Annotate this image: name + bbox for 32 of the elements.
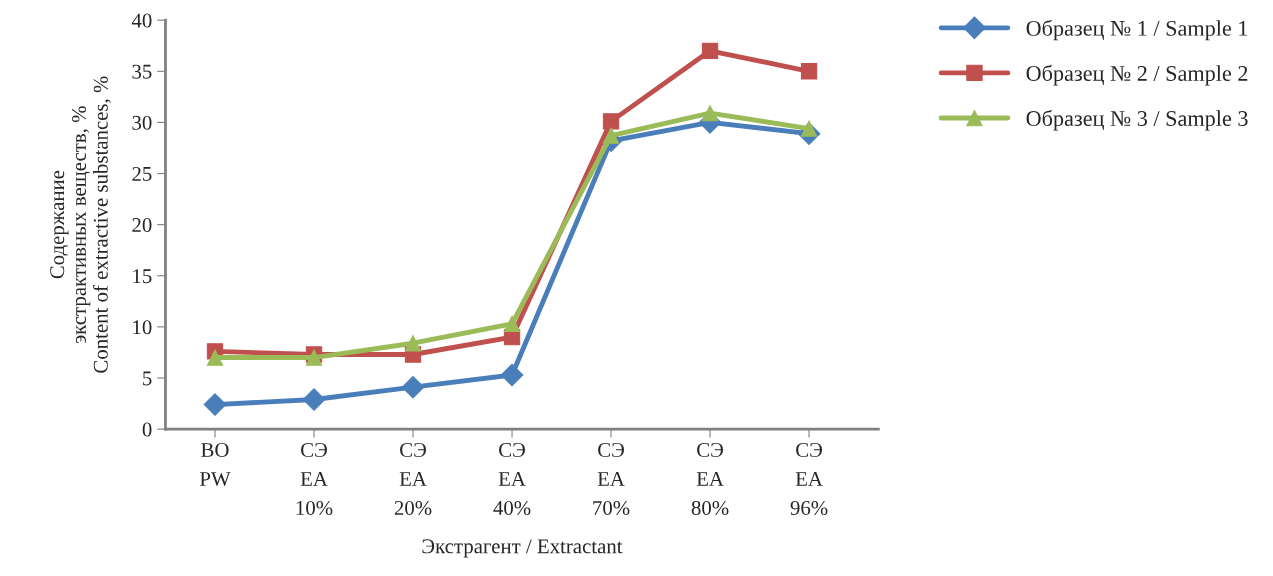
point [503, 315, 521, 332]
legend-label: Образец № 3 / Sample 3 [1026, 109, 1248, 131]
point [401, 375, 425, 399]
legend-label: Образец № 2 / Sample 2 [1026, 64, 1248, 86]
point [701, 105, 719, 122]
y-tick-label: 20 [132, 218, 152, 233]
point [701, 42, 719, 59]
y-tick-label: 10 [133, 320, 152, 335]
y-tick-label: 25 [132, 166, 152, 181]
point [602, 113, 620, 130]
x-tick-label: СЭ EA 40% [493, 442, 531, 516]
point [302, 388, 326, 411]
x-tick-label: ВО PW [199, 442, 231, 487]
y-tick-label: 5 [143, 371, 152, 386]
point [404, 335, 422, 352]
point [206, 349, 224, 366]
x-tick-label: СЭ EA 20% [394, 442, 432, 516]
legend-label: Образец № 1 / Sample 1 [1026, 19, 1248, 41]
x-tick-label: СЭ EA 70% [593, 442, 630, 516]
x-tick-label: СЭ EA 80% [691, 442, 729, 516]
y-axis-title: Содержание экстрактивных веществ, % Content of extractive substances, % [50, 76, 111, 373]
y-tick-label: 35 [132, 64, 152, 79]
y-tick-label: 15 [133, 269, 152, 284]
point [800, 63, 818, 80]
x-axis-title: Экстрагент / Extractant [422, 539, 623, 558]
point [203, 393, 227, 416]
point [500, 363, 524, 387]
y-tick-label: 0 [142, 422, 152, 437]
x-tick-label: СЭ EA 96% [790, 442, 828, 516]
y-tick-label: 30 [132, 115, 152, 130]
y-tick-label: 40 [131, 13, 152, 28]
x-tick-label: СЭ EA 10% [296, 442, 333, 516]
